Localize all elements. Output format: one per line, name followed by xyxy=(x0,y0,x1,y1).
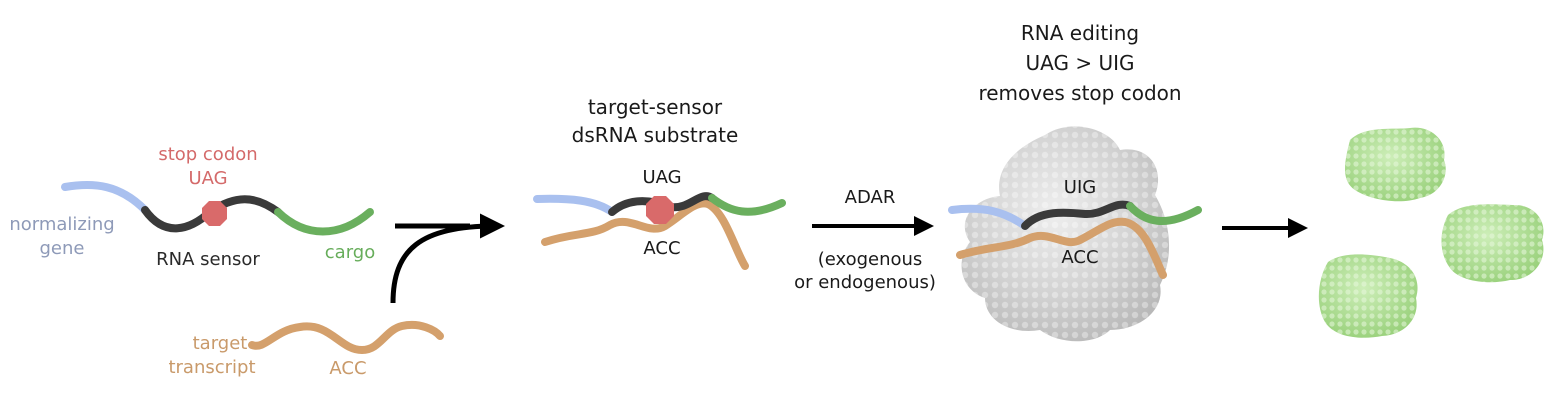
stop-codon-octagon-duplex xyxy=(646,196,674,224)
normalizing-gene-label-2: gene xyxy=(39,238,85,259)
edited-top-codon: UIG xyxy=(1063,177,1097,198)
cargo-protein-2 xyxy=(1441,204,1544,283)
adar-label: ADAR xyxy=(844,187,896,208)
dsrna-substrate xyxy=(533,192,786,270)
stop-codon-octagon xyxy=(202,201,227,226)
target-strand-duplex xyxy=(541,199,749,270)
transcript-label: transcript xyxy=(168,357,256,378)
adar-enzyme xyxy=(961,126,1170,342)
stop-codon-label: stop codon xyxy=(158,144,258,165)
cargo-protein-3 xyxy=(1318,254,1418,338)
adar-surface-texture xyxy=(961,126,1170,342)
normalizing-gene-label-1: normalizing xyxy=(9,214,115,235)
substrate-title-1: target-sensor xyxy=(587,95,723,119)
rna-sensor-construct xyxy=(61,181,374,236)
normalizing-strand-duplex xyxy=(533,194,616,216)
cargo-strand xyxy=(274,208,374,236)
stop-codon-sequence: UAG xyxy=(188,168,228,189)
editing-title-2: UAG > UIG xyxy=(1025,51,1135,75)
target-codon-label: ACC xyxy=(329,358,367,379)
editing-title-3: removes stop codon xyxy=(978,81,1182,105)
substrate-title-2: dsRNA substrate xyxy=(571,123,739,147)
target-strand-edited xyxy=(956,217,1167,279)
cargo-label: cargo xyxy=(324,242,376,263)
editing-title-1: RNA editing xyxy=(1020,21,1140,45)
cargo-strand-edited xyxy=(1126,202,1202,225)
combine-arrow xyxy=(390,213,505,304)
cargo-protein-1 xyxy=(1345,127,1446,202)
target-transcript-strand xyxy=(248,321,444,355)
duplex-top-codon: UAG xyxy=(642,167,682,188)
cargo-strand-duplex xyxy=(708,194,786,216)
normalizing-gene-strand xyxy=(61,181,149,214)
adar-source-label-1: (exogenous xyxy=(817,249,923,270)
normalizing-strand-edited xyxy=(948,204,1029,230)
duplex-bottom-codon: ACC xyxy=(643,238,681,259)
target-label: target xyxy=(192,333,248,354)
edited-duplex xyxy=(948,200,1202,279)
rna-sensor-label: RNA sensor xyxy=(156,249,260,270)
sensor-strand-edited xyxy=(1021,200,1134,230)
adar-source-label-2: or endogenous) xyxy=(794,272,936,293)
edited-bottom-codon: ACC xyxy=(1061,247,1099,268)
